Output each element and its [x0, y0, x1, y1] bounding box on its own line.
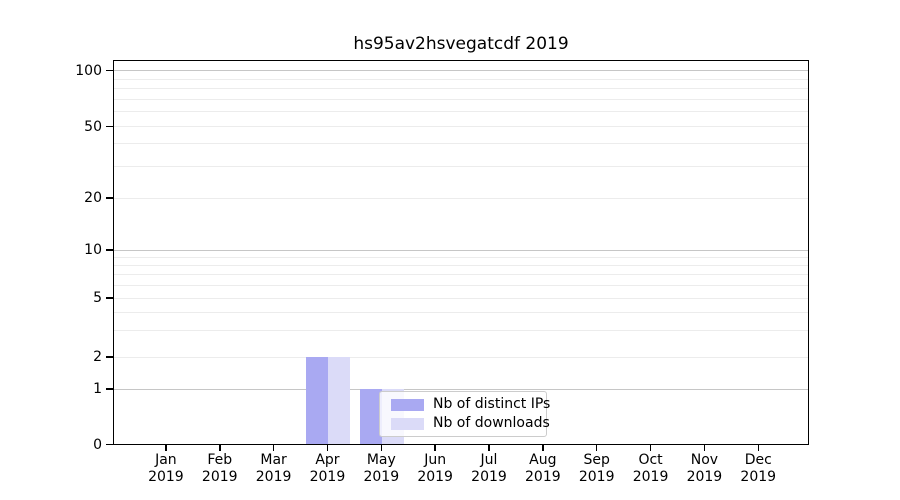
gridline-minor [114, 143, 808, 145]
legend-label-downloads: Nb of downloads [433, 415, 550, 431]
gridline-minor [114, 330, 808, 332]
x-tick-label: Mar 2019 [255, 452, 292, 485]
x-tick-mark [542, 445, 544, 451]
y-tick-mark [106, 297, 113, 299]
y-tick-label: 100 [75, 62, 102, 79]
y-tick-label: 0 [93, 436, 102, 453]
chart-title: hs95av2hsvegatcdf 2019 [353, 34, 569, 54]
y-tick-label: 20 [84, 190, 102, 206]
gridline-minor [114, 88, 808, 90]
y-tick-label: 50 [84, 118, 102, 135]
x-tick-mark [703, 445, 706, 451]
gridline-minor [114, 356, 808, 358]
gridline-minor [114, 111, 808, 113]
y-tick-mark [106, 443, 113, 446]
gridline-minor [114, 197, 808, 199]
x-tick-mark [380, 445, 383, 451]
x-tick-label: Oct 2019 [632, 452, 669, 485]
x-tick-mark [326, 445, 329, 451]
y-tick-mark [106, 69, 113, 72]
legend-swatch-downloads [391, 417, 424, 430]
gridline-minor [114, 78, 808, 80]
x-tick-mark [165, 445, 167, 451]
gridline-minor [114, 274, 808, 276]
x-tick-label: Dec 2019 [740, 452, 777, 485]
y-tick-mark [106, 249, 113, 251]
x-tick-label: Jun 2019 [417, 452, 453, 485]
gridline-minor [114, 256, 808, 258]
legend-item-downloads: Nb of downloads [391, 415, 550, 432]
gridline-minor [114, 311, 808, 313]
x-tick-mark [219, 445, 221, 451]
x-tick-label: Jan 2019 [148, 452, 184, 485]
x-tick-label: Nov 2019 [686, 452, 723, 485]
x-tick-mark [272, 445, 275, 451]
x-tick-label: Jul 2019 [471, 452, 507, 485]
bar-distinct-ips [306, 356, 329, 444]
gridline-minor [114, 297, 808, 299]
gridline-minor [114, 284, 808, 286]
y-tick-mark [106, 356, 113, 358]
legend-swatch-distinct-ips [391, 398, 424, 411]
legend: Nb of distinct IPs Nb of downloads [379, 391, 550, 437]
y-tick-mark [106, 197, 113, 199]
y-tick-mark [106, 125, 113, 128]
x-tick-mark [488, 445, 490, 451]
x-tick-label: Feb 2019 [201, 452, 238, 485]
plot-area: Nb of distinct IPs Nb of downloads [113, 60, 809, 445]
x-tick-label: May 2019 [363, 452, 400, 485]
bar-distinct-ips [360, 388, 383, 444]
x-tick-mark [757, 445, 759, 451]
y-tick-label: 1 [93, 381, 102, 397]
x-tick-mark [649, 445, 652, 451]
x-tick-mark [595, 445, 598, 451]
x-tick-label: Sep 2019 [578, 452, 615, 485]
x-tick-label: Apr 2019 [309, 452, 346, 485]
y-tick-label: 10 [84, 242, 102, 258]
y-tick-label: 5 [93, 290, 102, 306]
x-tick-label: Aug 2019 [525, 452, 561, 485]
x-tick-mark [434, 445, 436, 451]
y-tick-label: 2 [93, 349, 102, 365]
legend-label-distinct-ips: Nb of distinct IPs [433, 396, 551, 412]
gridline-minor [114, 264, 808, 266]
gridline-major [114, 70, 808, 71]
gridline-minor [114, 98, 808, 100]
y-tick-mark [106, 388, 113, 390]
gridline-minor [114, 165, 808, 167]
gridline-minor [114, 126, 808, 127]
gridline-major [114, 388, 808, 390]
bar-downloads [328, 356, 351, 444]
gridline-major [114, 249, 808, 251]
legend-item-distinct-ips: Nb of distinct IPs [391, 396, 550, 413]
